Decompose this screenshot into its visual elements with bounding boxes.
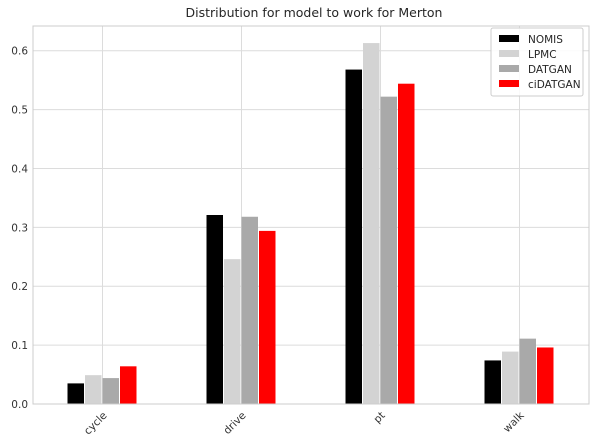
- y-tick-label: 0.1: [11, 340, 28, 352]
- bar: [502, 351, 519, 404]
- legend-label: ciDATGAN: [528, 79, 581, 91]
- bar: [537, 347, 554, 404]
- y-tick-label: 0.5: [11, 105, 28, 117]
- legend-swatch: [499, 65, 519, 72]
- y-tick-label: 0.6: [11, 46, 28, 58]
- x-tick-label: walk: [501, 409, 527, 435]
- bar: [102, 378, 119, 404]
- bar: [519, 338, 536, 404]
- plot-frame: [32, 25, 590, 405]
- bar: [398, 83, 415, 405]
- bars: [67, 43, 554, 405]
- bar: [224, 259, 241, 404]
- y-tick-label: 0.3: [11, 222, 28, 234]
- bar: [345, 69, 362, 404]
- bar: [85, 375, 102, 404]
- legend-swatch: [499, 35, 519, 42]
- bar: [206, 215, 223, 404]
- bar: [241, 216, 258, 404]
- x-tick-labels: cycle drive pt walk: [82, 409, 527, 437]
- legend-label: DATGAN: [528, 64, 572, 76]
- bar: [363, 43, 380, 404]
- legend-label: NOMIS: [528, 34, 563, 46]
- x-tick-label: pt: [372, 410, 388, 426]
- bar: [259, 230, 276, 404]
- y-tick-label: 0.0: [11, 399, 28, 411]
- bar: [67, 383, 84, 404]
- x-tick-label: drive: [221, 410, 248, 437]
- legend-label: LPMC: [528, 49, 557, 61]
- legend-swatch: [499, 80, 519, 87]
- legend: NOMIS LPMC DATGAN ciDATGAN: [490, 27, 584, 97]
- chart-title: Distribution for model to work for Merto…: [186, 5, 443, 20]
- x-tick-label: cycle: [82, 410, 110, 438]
- y-tick-label: 0.4: [11, 163, 28, 175]
- bar: [120, 366, 137, 404]
- legend-box: [490, 27, 584, 97]
- bar: [484, 360, 501, 404]
- plot-border: [32, 25, 590, 405]
- bar: [380, 96, 397, 404]
- y-tick-label: 0.2: [11, 281, 28, 293]
- legend-swatch: [499, 50, 519, 57]
- y-tick-labels: 0.0 0.1 0.2 0.3 0.4 0.5 0.6: [11, 46, 28, 411]
